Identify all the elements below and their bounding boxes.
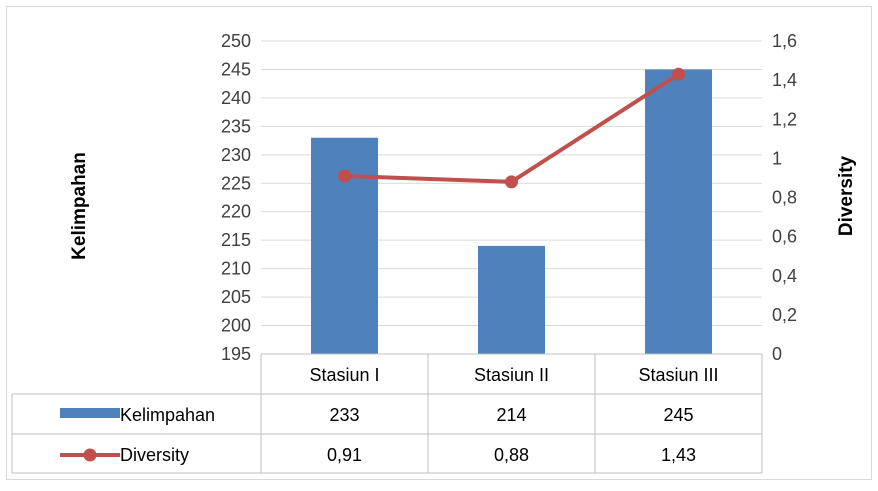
y-axis-title: Kelimpahan xyxy=(69,152,90,260)
bar-kelimpahan xyxy=(478,245,545,354)
data-table: Stasiun I Stasiun II Stasiun III Kelimpahan… xyxy=(11,353,763,474)
legend-label-kelimpahan: Kelimpahan xyxy=(120,405,215,425)
y-axis-ticks: 195 200 205 210 215 220 225 230 235 240 245 250 xyxy=(221,31,251,364)
y2-tick-label: 1,6 xyxy=(772,31,797,51)
legend-marker-diversity xyxy=(83,448,97,462)
table-value-kelimpahan: 233 xyxy=(329,405,359,425)
y2-tick-label: 1,2 xyxy=(772,109,797,129)
y-tick-label: 220 xyxy=(221,202,251,222)
y-tick-label: 235 xyxy=(221,116,251,136)
bar-kelimpahan xyxy=(645,69,712,355)
chart-border xyxy=(6,6,872,480)
legend-label-diversity: Diversity xyxy=(120,445,189,465)
table-value-kelimpahan: 245 xyxy=(663,405,693,425)
diversity-point xyxy=(338,169,351,183)
diversity-point xyxy=(505,175,518,189)
y-tick-label: 210 xyxy=(221,259,251,279)
y-tick-label: 195 xyxy=(221,344,251,364)
table-value-kelimpahan: 214 xyxy=(496,405,526,425)
y2-axis-ticks: 0 0,2 0,4 0,6 0,8 1 1,2 1,4 1,6 xyxy=(772,31,797,364)
diversity-point xyxy=(672,67,685,81)
y2-axis-title: Diversity xyxy=(836,155,857,236)
category-label: Stasiun III xyxy=(638,365,718,385)
y2-tick-label: 1,4 xyxy=(772,70,797,90)
y2-tick-label: 0 xyxy=(772,344,782,364)
y-tick-label: 240 xyxy=(221,88,251,108)
y2-tick-label: 1 xyxy=(772,148,782,168)
category-label: Stasiun I xyxy=(309,365,379,385)
y-tick-label: 200 xyxy=(221,316,251,336)
y-tick-label: 225 xyxy=(221,173,251,193)
y-tick-label: 205 xyxy=(221,287,251,307)
y-tick-label: 250 xyxy=(221,31,251,51)
y-tick-label: 245 xyxy=(221,59,251,79)
y2-tick-label: 0,2 xyxy=(772,305,797,325)
table-value-diversity: 1,43 xyxy=(661,445,696,465)
table-value-diversity: 0,88 xyxy=(494,445,529,465)
category-label: Stasiun II xyxy=(474,365,549,385)
y-tick-label: 215 xyxy=(221,230,251,250)
y2-tick-label: 0,6 xyxy=(772,227,797,247)
diversity-line xyxy=(338,67,685,189)
y-tick-label: 230 xyxy=(221,145,251,165)
y2-tick-label: 0,4 xyxy=(772,266,797,286)
y2-tick-label: 0,8 xyxy=(772,188,797,208)
legend-swatch-kelimpahan xyxy=(60,408,120,418)
table-value-diversity: 0,91 xyxy=(327,445,362,465)
